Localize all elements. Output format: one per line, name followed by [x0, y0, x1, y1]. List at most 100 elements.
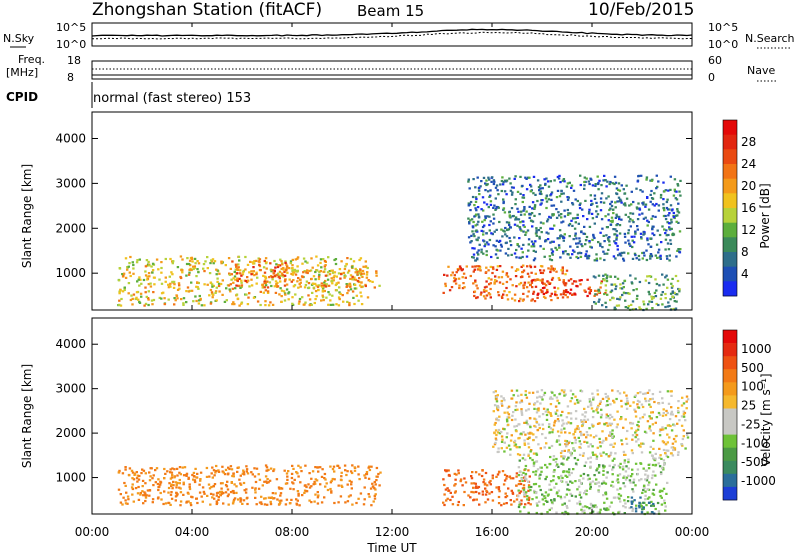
power-cell: [219, 282, 223, 286]
velocity-cell: [290, 498, 293, 501]
power-cell: [264, 300, 267, 303]
power-cell: [656, 185, 659, 188]
power-cell: [255, 271, 258, 274]
velocity-cell: [591, 480, 595, 483]
power-cell: [475, 209, 478, 212]
velocity-cell: [611, 429, 614, 432]
power-cell: [281, 273, 285, 276]
power-cell: [359, 257, 363, 260]
velocity-cell: [625, 465, 628, 468]
velocity-cell: [514, 405, 518, 408]
power-cell: [619, 283, 622, 286]
velocity-cell: [541, 398, 544, 401]
velocity-cell: [665, 409, 668, 412]
velocity-cell: [566, 483, 570, 486]
velocity-cell: [613, 401, 616, 404]
power-cell: [446, 274, 449, 277]
velocity-cell: [474, 471, 478, 474]
power-cell: [665, 274, 668, 277]
power-cell: [288, 278, 291, 281]
power-cell: [505, 235, 509, 238]
velocity-cell: [649, 398, 652, 401]
power-cell: [575, 237, 578, 240]
velocity-cell: [137, 485, 140, 489]
velocity-cell: [680, 404, 684, 407]
velocity-cell: [676, 409, 680, 413]
velocity-cell: [126, 495, 130, 498]
power-cell: [659, 196, 663, 199]
velocity-cell: [635, 433, 638, 437]
power-cell: [179, 255, 183, 258]
power-cell: [614, 275, 617, 278]
velocity-cell: [609, 413, 612, 416]
velocity-cell: [508, 475, 511, 478]
velocity-cell: [561, 476, 564, 480]
power-cell: [319, 270, 322, 273]
velocity-cell: [357, 465, 360, 468]
velocity-cell: [523, 442, 526, 445]
power-cell: [475, 284, 478, 287]
power-cell: [296, 257, 299, 260]
power-cell: [639, 189, 642, 192]
power-cell: [518, 237, 521, 240]
power-cell: [229, 290, 232, 293]
velocity-cell: [610, 415, 614, 419]
power-cell: [353, 302, 356, 306]
power-cell: [622, 188, 625, 191]
nave-label: Nave: [747, 64, 775, 77]
velocity-cell: [564, 431, 567, 434]
power-cell: [195, 299, 198, 303]
velocity-cell: [578, 453, 582, 456]
velocity-cell: [516, 453, 520, 456]
power-cell: [443, 273, 446, 276]
power-cell: [527, 281, 530, 284]
velocity-cell: [521, 487, 525, 490]
power-cell: [335, 282, 338, 285]
power-cell: [269, 275, 273, 278]
colorbar-segment: [723, 222, 737, 238]
power-cell: [662, 181, 665, 184]
power-cell: [144, 274, 148, 277]
power-cell: [501, 235, 504, 238]
velocity-cell: [586, 441, 589, 444]
power-cell: [209, 262, 212, 265]
velocity-cell: [598, 437, 601, 440]
power-cell: [195, 285, 198, 288]
power-cell: [462, 282, 465, 285]
velocity-cell: [491, 499, 495, 502]
power-cell: [334, 262, 338, 266]
velocity-cell: [518, 503, 521, 506]
power-cell: [517, 245, 521, 248]
velocity-cell: [603, 501, 606, 504]
power-cell: [605, 280, 609, 283]
velocity-cell: [457, 500, 460, 504]
power-cell: [581, 208, 584, 211]
velocity-cell: [355, 501, 358, 505]
velocity-cell: [557, 477, 561, 480]
power-cell: [561, 272, 564, 275]
velocity-cell: [169, 493, 173, 496]
power-cell: [557, 244, 561, 247]
velocity-cell: [189, 504, 193, 507]
power-cell: [539, 184, 542, 187]
power-cell: [635, 187, 638, 190]
power-cell: [266, 291, 270, 294]
velocity-cell: [532, 461, 536, 464]
velocity-cell: [591, 506, 594, 509]
colorbar-tick-label: 100: [741, 380, 764, 394]
power-cell: [228, 272, 231, 275]
power-cell: [614, 206, 617, 209]
power-cell: [578, 240, 582, 243]
power-cell: [494, 197, 497, 200]
power-cell: [232, 277, 235, 280]
velocity-cell: [533, 402, 537, 405]
power-cell: [592, 235, 595, 238]
power-cell: [569, 278, 573, 281]
velocity-cell: [511, 414, 514, 417]
velocity-cell: [542, 394, 546, 397]
power-cell: [588, 286, 591, 289]
velocity-cell: [132, 500, 135, 503]
power-cell: [651, 197, 655, 200]
velocity-cell: [125, 491, 128, 494]
velocity-cell: [549, 412, 552, 415]
